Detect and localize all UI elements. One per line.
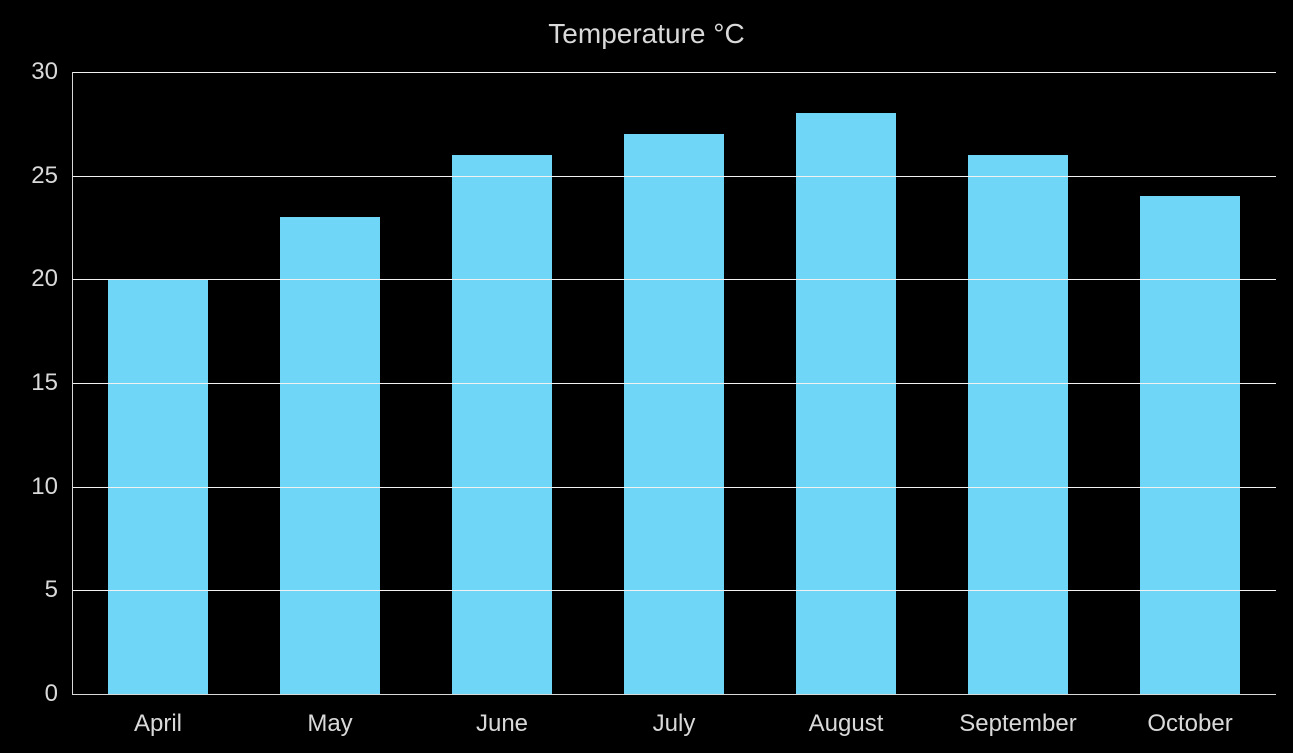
bar — [280, 217, 380, 694]
y-tick-label: 20 — [0, 265, 58, 293]
x-tick-label: June — [476, 710, 528, 738]
y-tick-label: 5 — [0, 576, 58, 604]
bar — [968, 155, 1068, 694]
grid-line — [72, 176, 1276, 177]
bar — [1140, 196, 1240, 694]
grid-line — [72, 487, 1276, 488]
bar — [796, 113, 896, 694]
y-tick-label: 0 — [0, 680, 58, 708]
y-tick-label: 15 — [0, 369, 58, 397]
plot-area — [72, 72, 1276, 694]
x-tick-label: September — [959, 710, 1076, 738]
x-tick-label: October — [1147, 710, 1232, 738]
x-tick-label: May — [307, 710, 352, 738]
y-tick-label: 25 — [0, 162, 58, 190]
grid-line — [72, 590, 1276, 591]
x-tick-label: August — [809, 710, 884, 738]
temperature-bar-chart: Temperature °C 0 5 10 15 20 25 30 April May June J… — [0, 0, 1293, 753]
x-axis-line — [72, 694, 1276, 695]
grid-line — [72, 279, 1276, 280]
grid-line — [72, 383, 1276, 384]
y-axis-line — [72, 72, 73, 694]
bar — [452, 155, 552, 694]
chart-title: Temperature °C — [0, 18, 1293, 50]
x-tick-label: April — [134, 710, 182, 738]
y-tick-label: 30 — [0, 58, 58, 86]
y-tick-label: 10 — [0, 473, 58, 501]
bar — [624, 134, 724, 694]
grid-line — [72, 72, 1276, 73]
x-tick-label: July — [653, 710, 696, 738]
